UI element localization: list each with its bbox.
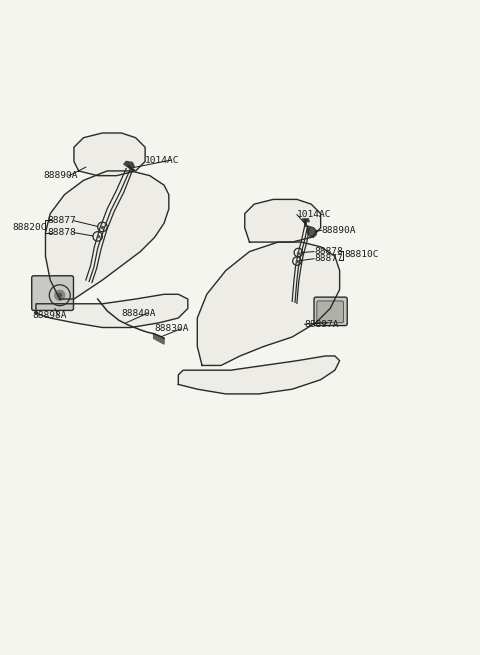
Polygon shape: [245, 199, 321, 242]
Text: 88897A: 88897A: [304, 320, 339, 329]
Polygon shape: [302, 219, 309, 221]
Polygon shape: [307, 226, 317, 237]
Text: 1014AC: 1014AC: [145, 155, 180, 164]
Text: 88878: 88878: [48, 228, 77, 237]
Text: 88877: 88877: [314, 254, 343, 263]
Text: 88830A: 88830A: [155, 324, 189, 333]
Polygon shape: [46, 171, 169, 299]
Circle shape: [54, 290, 65, 301]
Polygon shape: [74, 133, 145, 176]
FancyBboxPatch shape: [314, 297, 347, 326]
Text: 88810C: 88810C: [344, 250, 379, 259]
Text: 88890A: 88890A: [322, 226, 356, 234]
Text: 88898A: 88898A: [32, 311, 67, 320]
Text: 1014AC: 1014AC: [297, 210, 331, 219]
FancyBboxPatch shape: [317, 301, 343, 323]
FancyBboxPatch shape: [32, 276, 73, 310]
Text: 88820C: 88820C: [12, 223, 47, 233]
Polygon shape: [197, 242, 340, 365]
Text: 88890A: 88890A: [43, 171, 78, 180]
Circle shape: [57, 293, 62, 298]
Polygon shape: [36, 294, 188, 328]
Text: 88878: 88878: [314, 247, 343, 256]
Text: 88877: 88877: [48, 216, 77, 225]
Polygon shape: [124, 161, 134, 168]
Polygon shape: [179, 356, 340, 394]
Polygon shape: [154, 333, 164, 344]
Text: 88840A: 88840A: [121, 309, 156, 318]
